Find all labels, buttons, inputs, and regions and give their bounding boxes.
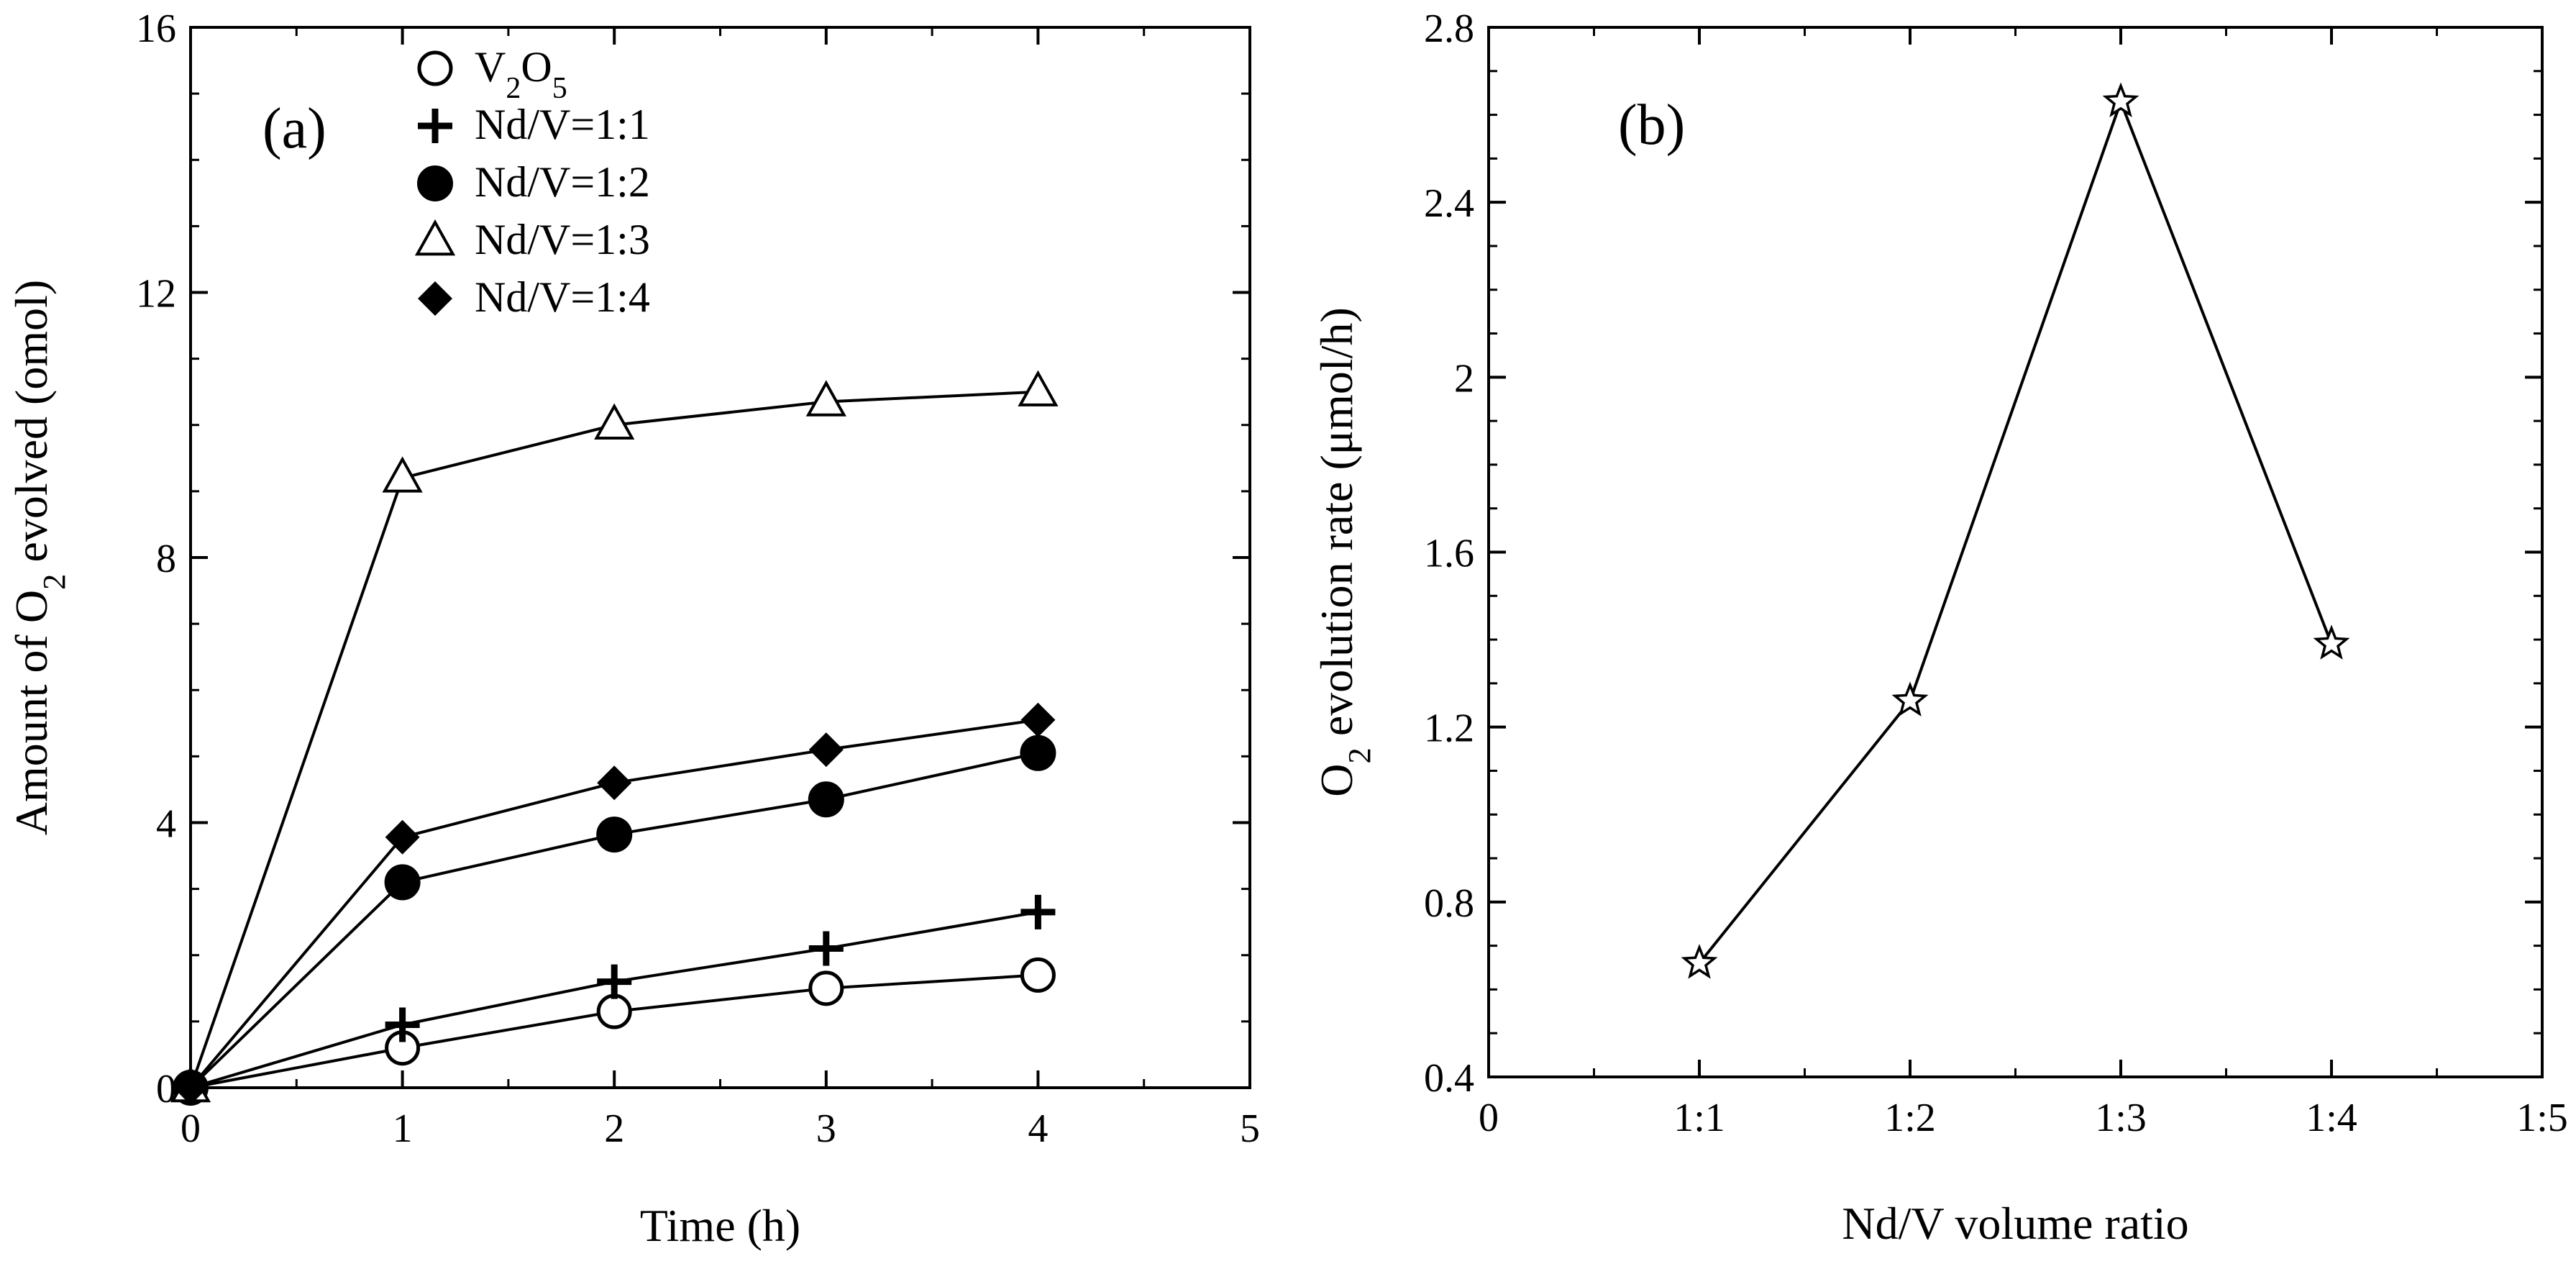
legend-marker <box>418 281 452 316</box>
panel-label: (a) <box>262 97 326 160</box>
legend-marker <box>417 50 453 86</box>
plot-frame <box>1487 26 2544 1078</box>
data-point <box>596 817 633 853</box>
x-tick-label: 0 <box>1479 1096 1499 1140</box>
legend-marker <box>417 165 453 201</box>
x-tick-label: 0 <box>181 1106 201 1151</box>
data-point <box>808 781 844 818</box>
y-tick-label: 16 <box>136 6 176 51</box>
data-point <box>805 380 846 417</box>
data-point <box>596 993 632 1029</box>
x-tick-label: 3 <box>816 1106 836 1151</box>
legend-marker <box>418 109 452 143</box>
x-tick-label: 1:3 <box>2095 1096 2147 1140</box>
data-point <box>1018 370 1059 406</box>
data-point <box>594 403 635 440</box>
data-point <box>1681 944 1718 979</box>
data-point <box>173 1070 208 1105</box>
series-o2-evolution-rate <box>1681 82 2350 979</box>
y-tick-label: 0.4 <box>1424 1056 1474 1101</box>
y-axis-title: Amount of O2 evolved (omol) <box>6 280 72 836</box>
y-axis-title: O2 evolution rate (μmol/h) <box>1311 307 1377 797</box>
panel-label: (b) <box>1618 94 1685 157</box>
x-tick-label: 1:5 <box>2516 1096 2568 1140</box>
data-point <box>808 970 844 1006</box>
legend-label: Nd/V=1:4 <box>475 273 650 321</box>
chart-panel-b: 0 1:1 1:2 1:3 1:4 1:5 0.4 0.8 1.2 1.6 2 2.4 2.8 Nd/V … <box>1311 6 2568 1249</box>
y-tick-label: 1.6 <box>1424 532 1474 576</box>
data-point <box>2313 624 2350 660</box>
legend-label: V2O5 <box>475 43 567 105</box>
data-point <box>808 931 844 966</box>
y-tick-label: 8 <box>156 537 176 581</box>
y-tick-label: 4 <box>156 802 176 847</box>
x-axis-title: Time (h) <box>640 1200 800 1251</box>
series-line <box>1698 97 2333 965</box>
legend-label: Nd/V=1:2 <box>475 158 650 206</box>
data-point <box>382 456 423 493</box>
data-point <box>385 1007 420 1042</box>
x-tick-label: 1 <box>393 1106 413 1151</box>
data-point <box>1020 734 1056 771</box>
data-point <box>1020 894 1056 929</box>
data-point <box>384 864 421 901</box>
x-tick-label: 1:2 <box>1884 1096 1936 1140</box>
x-tick-label: 1:4 <box>2306 1096 2357 1140</box>
x-axis-title: Nd/V volume ratio <box>1842 1198 2188 1249</box>
legend-label: Nd/V=1:3 <box>475 216 650 263</box>
y-tick-label: 2.8 <box>1424 6 1474 51</box>
y-tick-label: 0.8 <box>1424 881 1474 926</box>
x-tick-label: 1:1 <box>1673 1096 1725 1140</box>
data-point <box>385 819 420 855</box>
data-point <box>1891 681 1929 717</box>
y-tick-label: 1.2 <box>1424 706 1474 751</box>
x-tick-label: 5 <box>1240 1106 1260 1151</box>
legend-label: Nd/V=1:1 <box>475 101 650 148</box>
data-point <box>1020 702 1056 737</box>
data-point <box>597 765 632 801</box>
x-tick-label: 4 <box>1028 1106 1048 1151</box>
series-nd-v-1-4 <box>173 702 1056 1105</box>
series-line <box>189 751 1038 1089</box>
x-tick-label: 2 <box>604 1106 624 1151</box>
legend-marker <box>414 219 456 256</box>
data-point <box>2102 82 2139 118</box>
y-tick-label: 2.4 <box>1424 181 1474 226</box>
plot-frame <box>189 26 1251 1089</box>
data-point <box>597 964 632 999</box>
data-point <box>1020 957 1056 993</box>
y-tick-label: 12 <box>136 272 176 317</box>
y-tick-label: 2 <box>1454 356 1474 401</box>
data-point <box>808 732 844 768</box>
